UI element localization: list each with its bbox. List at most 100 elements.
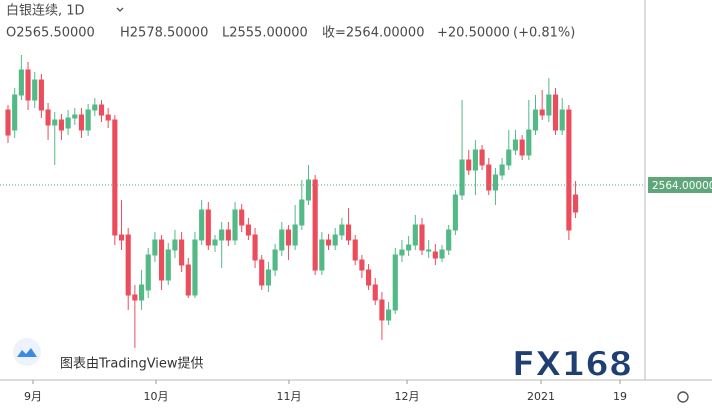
tv-logo-bg[interactable] [13,338,41,366]
candle-body [566,109,572,231]
candle-body [239,209,245,226]
candle-body [419,224,425,251]
x-tick-label: 12月 [395,390,420,403]
candle-body [232,209,238,241]
change-pct: (+0.81%) [513,26,575,41]
candle-body [366,269,372,286]
candle-body [38,79,44,111]
candle-body [272,249,278,271]
candle-body [392,254,398,311]
candle-body [118,234,125,241]
candle-body [426,249,432,252]
candle-body [52,119,58,126]
tv-logo[interactable] [17,348,37,357]
candle-body [439,249,445,259]
candle-body [179,239,185,266]
candle-body [225,229,231,241]
candle-body [192,239,198,296]
candle-body [305,179,312,201]
candle-body [285,229,292,246]
candle-body [459,159,465,196]
candle-body [18,69,24,96]
candle-body [325,239,332,246]
candle-body [98,104,105,116]
candle-body [466,159,472,171]
ohlc-low: L2555.00000 [222,26,308,41]
candle-body [112,119,118,236]
candle-body [72,114,78,119]
candle-body [532,109,539,131]
candle-body [312,179,318,271]
candle-body [245,224,251,236]
candle-body [446,229,452,251]
candle-body [185,264,191,296]
candle-body [379,299,385,321]
candle-body [252,234,258,261]
candle-body [58,119,64,131]
candle-body [5,109,11,136]
candle-body [386,309,392,321]
last-price-label: 2564.00000 [652,180,712,192]
candle-body [406,244,412,251]
x-tick-label: 9月 [24,390,42,403]
candle-body [319,239,325,271]
candle-body [372,284,378,301]
candle-body [172,239,178,251]
candle-body [132,294,138,301]
candle-body [486,164,492,191]
candle-body [345,224,352,241]
candle-body [65,117,71,129]
candle-body [85,109,91,131]
candle-body [199,209,205,241]
candle-body [265,269,271,286]
candle-body [472,149,478,171]
candle-body [279,229,285,251]
x-tick-label: 2021 [527,390,555,403]
last-price-tag [648,177,712,193]
watermark[interactable]: 图表由TradingView提供 [60,356,204,372]
candle-body [299,199,305,226]
x-tick-label: 10月 [143,390,168,403]
candle-body [539,109,545,116]
candle-body [499,164,505,176]
candle-body [159,239,165,281]
candle-body [412,224,418,246]
ohlc-high: H2578.50000 [120,26,208,41]
candle-body [259,259,265,286]
candle-body [399,249,405,256]
candle-body [452,194,458,231]
ohlc-close: 收=2564.00000 [322,26,424,41]
x-tick-label: 19 [613,390,627,403]
x-tick-label: 11月 [276,390,301,403]
candle-body [526,129,532,156]
candle-body [492,174,499,191]
candle-body [152,239,158,256]
candle-body [512,139,519,151]
candle-body [292,224,298,246]
settings-icon[interactable] [677,391,689,403]
candle-body [32,79,38,101]
candle-body [25,69,31,101]
candle-body [506,149,512,166]
fx168-logo: FX168 [512,345,632,385]
candle-body [219,229,225,241]
candle-body [552,94,559,131]
dropdown-chevron[interactable] [116,7,124,12]
candle-body [479,149,485,166]
candle-body [432,251,438,259]
candle-body [546,94,552,116]
candle-body [519,139,525,156]
candle-body [339,224,345,236]
candle-body [145,254,151,291]
candle-body [559,109,565,131]
symbol[interactable]: 白银连续, 1D [6,3,85,19]
candle-body [105,114,111,121]
candle-body [125,234,131,296]
candle-body [165,249,171,281]
candle-body [572,194,579,213]
candle-body [359,259,365,271]
ohlc-open: O2565.50000 [6,26,95,41]
candle-body [92,104,98,111]
candle-body [78,114,85,131]
